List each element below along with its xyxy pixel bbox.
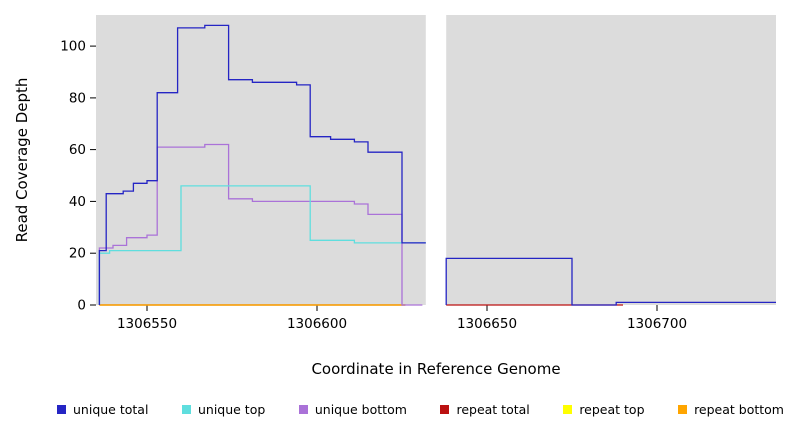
legend-item-repeat-total: repeat total <box>440 401 530 417</box>
legend-label: unique bottom <box>314 401 407 417</box>
repeat-bottom-swatch-icon <box>678 404 688 414</box>
series-unique-total <box>98 24 426 305</box>
x-tick-label: 1306600 <box>287 316 347 332</box>
repeat-total-swatch-icon <box>440 404 450 414</box>
coverage-gap-band <box>425 15 447 305</box>
x-tick-label: 1306650 <box>457 316 517 332</box>
y-tick-label: 60 <box>69 142 86 158</box>
chart-legend: unique total unique top unique bottom re… <box>0 399 792 419</box>
x-axis-title: Coordinate in Reference Genome <box>311 360 560 378</box>
y-tick-label: 0 <box>77 298 86 314</box>
legend-label: unique top <box>197 401 266 417</box>
legend-item-unique-total: unique total <box>57 402 148 417</box>
legend-label: unique total <box>73 401 149 417</box>
legend-item-unique-bottom: unique bottom <box>298 401 407 417</box>
legend-label: repeat bottom <box>694 401 784 417</box>
x-tick-label: 1306550 <box>117 316 177 332</box>
y-tick-label: 80 <box>69 90 86 106</box>
legend-item-repeat-bottom: repeat bottom <box>678 402 784 417</box>
series-unique-total <box>445 257 776 306</box>
series-unique-top <box>98 185 426 305</box>
legend-item-unique-top: unique top <box>181 401 266 417</box>
series-unique-bottom <box>98 143 423 306</box>
unique-top-swatch-icon <box>181 404 191 414</box>
y-tick-label: 20 <box>69 246 86 262</box>
repeat-top-swatch-icon <box>563 404 573 414</box>
unique-total-swatch-icon <box>57 404 66 414</box>
y-axis-title: Read Coverage Depth <box>13 78 31 243</box>
y-tick-label: 40 <box>69 194 86 210</box>
x-tick-label: 1306700 <box>627 316 687 332</box>
legend-label: repeat top <box>579 401 645 417</box>
legend-label: repeat total <box>456 401 530 417</box>
y-tick-label: 100 <box>60 39 86 55</box>
legend-item-repeat-top: repeat top <box>563 401 645 417</box>
unique-bottom-swatch-icon <box>298 404 308 414</box>
